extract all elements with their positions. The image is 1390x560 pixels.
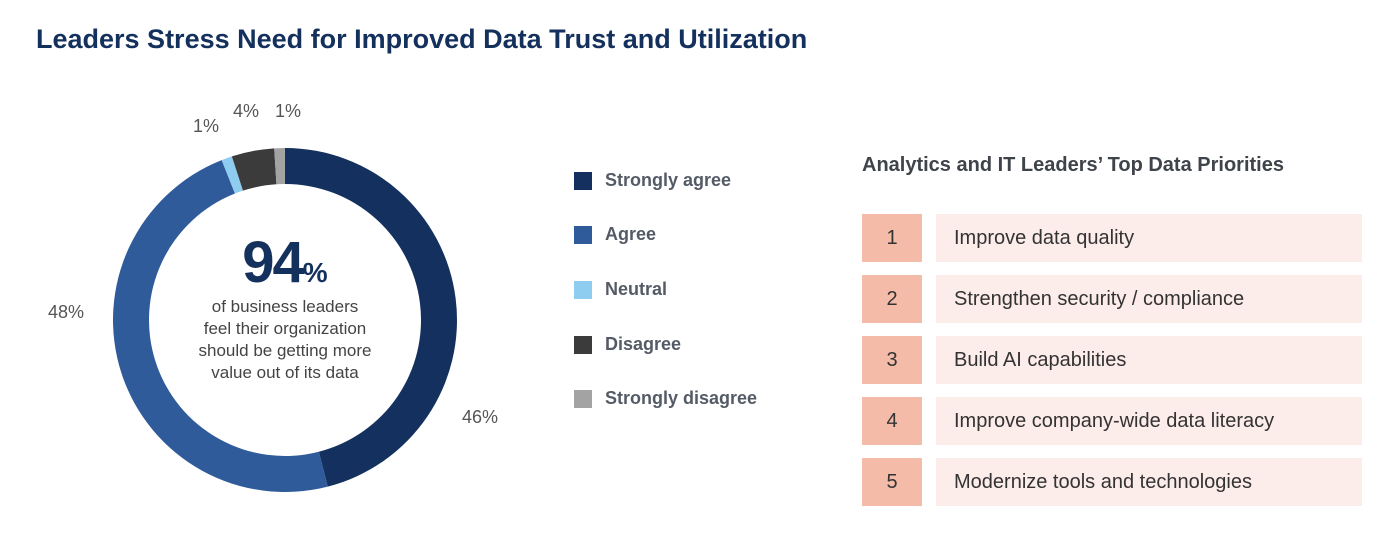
- slice-value-label: 46%: [462, 407, 498, 427]
- priority-label: Modernize tools and technologies: [936, 458, 1362, 506]
- priority-rank: 4: [862, 397, 922, 445]
- slice-value-label: 1%: [193, 116, 219, 136]
- legend-swatch: [574, 225, 592, 244]
- priority-rank: 2: [862, 275, 922, 323]
- legend-swatch: [574, 280, 592, 299]
- slice-disagree: [231, 148, 277, 191]
- headline-value: 94: [242, 230, 304, 295]
- legend-swatch: [574, 335, 592, 354]
- slice-value-label: 48%: [48, 302, 84, 322]
- priorities-title: Analytics and IT Leaders’ Top Data Prior…: [862, 154, 1284, 176]
- priority-label: Build AI capabilities: [936, 336, 1362, 384]
- headline-description: of business leaders feel their organizat…: [170, 296, 400, 384]
- legend-item-disagree: Disagree: [574, 334, 681, 355]
- slice-strongly-disagree: [274, 148, 285, 185]
- priority-label: Strengthen security / compliance: [936, 275, 1362, 323]
- legend-item-strongly-disagree: Strongly disagree: [574, 388, 757, 409]
- legend-swatch: [574, 171, 592, 190]
- slice-value-label: 1%: [275, 101, 301, 121]
- donut-center: 94% of business leaders feel their organ…: [170, 234, 400, 384]
- legend-label: Strongly agree: [605, 170, 732, 190]
- description-line: should be getting more: [198, 341, 372, 360]
- legend-item-agree: Agree: [574, 224, 656, 245]
- slice-neutral: [221, 156, 243, 194]
- legend-item-strongly-agree: Strongly agree: [574, 170, 731, 191]
- priority-rank: 1: [862, 214, 922, 262]
- legend-swatch: [574, 389, 592, 408]
- donut-chart: 46% 48% 1% 4% 1%: [48, 101, 498, 493]
- legend-label: Disagree: [605, 334, 682, 354]
- priority-label: Improve data quality: [936, 214, 1362, 262]
- priority-rank: 5: [862, 458, 922, 506]
- page-title: Leaders Stress Need for Improved Data Tr…: [36, 24, 808, 54]
- legend-label: Strongly disagree: [605, 388, 758, 408]
- priority-label: Improve company-wide data literacy: [936, 397, 1362, 445]
- priority-row: 3 Build AI capabilities: [862, 336, 1362, 384]
- legend-label: Agree: [605, 224, 657, 244]
- headline-stat: 94%: [170, 234, 400, 292]
- priority-row: 5 Modernize tools and technologies: [862, 458, 1362, 506]
- priority-row: 1 Improve data quality: [862, 214, 1362, 262]
- slice-strongly-agree: [285, 148, 458, 487]
- description-line: value out of its data: [211, 363, 359, 382]
- description-line: of business leaders: [211, 297, 359, 316]
- priority-row: 4 Improve company-wide data literacy: [862, 397, 1362, 445]
- headline-unit: %: [302, 257, 328, 288]
- priority-rank: 3: [862, 336, 922, 384]
- slice-value-label: 4%: [233, 101, 259, 121]
- description-line: feel their organization: [203, 319, 367, 338]
- priority-row: 2 Strengthen security / compliance: [862, 275, 1362, 323]
- legend-item-neutral: Neutral: [574, 279, 667, 300]
- legend-label: Neutral: [605, 279, 668, 299]
- slice-agree: [112, 160, 328, 493]
